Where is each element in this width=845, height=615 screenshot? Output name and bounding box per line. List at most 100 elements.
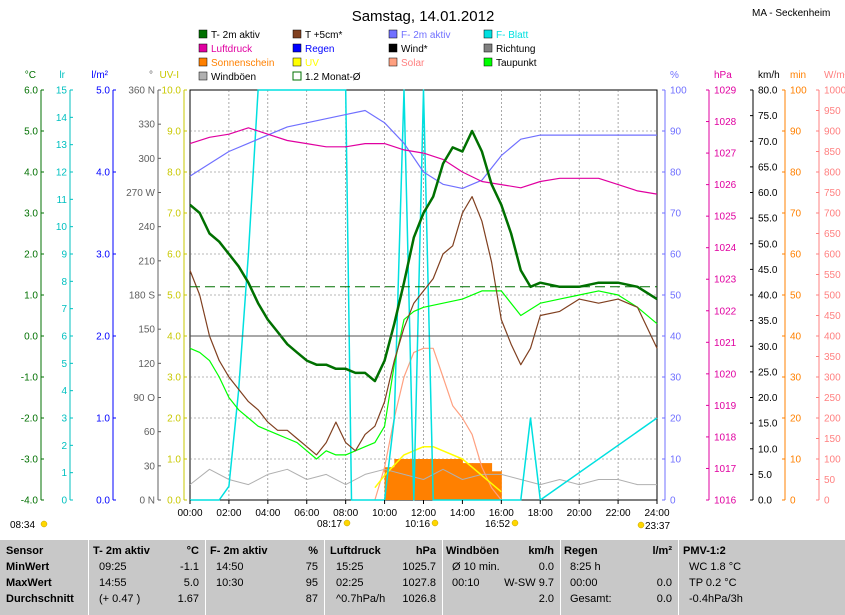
axis-tick-label: 950 bbox=[824, 106, 841, 117]
axis-tick-label: 5 bbox=[61, 359, 67, 370]
table-cell: TP 0.2 °C bbox=[689, 577, 737, 589]
axis-tick-label: 8 bbox=[61, 277, 67, 288]
table-cell: -0.4hPa/3h bbox=[689, 593, 743, 605]
axis-tick-label: 11 bbox=[57, 195, 68, 206]
axis-9: W/m²100095090085080075070065060055050045… bbox=[816, 70, 845, 507]
axis-tick-label: 200 bbox=[824, 414, 841, 425]
legend: T- 2m aktiv T +5cm* F- 2m aktiv F- Blatt Luf… bbox=[198, 29, 537, 83]
axis-tick-label: 800 bbox=[824, 168, 841, 179]
table-cell-value: 1025.7 bbox=[402, 561, 436, 573]
sun-event-label: 08:17 bbox=[317, 519, 342, 530]
legend-swatch bbox=[483, 57, 493, 67]
legend-item-sonnenschein: Sonnenschein bbox=[198, 57, 274, 69]
legend-item-uv: UV bbox=[292, 57, 319, 69]
axis-tick-label: 50 bbox=[670, 291, 682, 302]
axis-tick-label: 40 bbox=[670, 332, 682, 343]
axis-tick-label: 90 bbox=[670, 127, 682, 138]
axis-tick-label: 350 bbox=[824, 352, 841, 363]
legend-swatch bbox=[292, 71, 302, 81]
x-tick-label: 06:00 bbox=[294, 508, 319, 519]
table-header: T- 2m aktiv bbox=[93, 545, 150, 557]
sun-event: 08:34 bbox=[10, 520, 48, 531]
table-cell-value: W-SW 9.7 bbox=[504, 577, 554, 589]
legend-item-windboeen: Windböen bbox=[198, 71, 256, 83]
axis-tick-label: 40 bbox=[790, 332, 802, 343]
sun-event-label: 16:52 bbox=[485, 519, 510, 530]
sunshine-bar bbox=[481, 463, 493, 500]
table-cell: 10:30 bbox=[216, 577, 244, 589]
table-header: Luftdruck bbox=[330, 545, 381, 557]
axis-unit: ° bbox=[149, 70, 153, 81]
chart-title: Samstag, 14.01.2012 bbox=[352, 8, 495, 25]
axis-unit: l/m² bbox=[91, 70, 108, 81]
series-t-2m-aktiv bbox=[189, 129, 658, 383]
legend-item-luftdruck: Luftdruck bbox=[198, 43, 253, 55]
axis-tick-label: 30.0 bbox=[758, 342, 778, 353]
table-cell-value: 75 bbox=[305, 561, 318, 573]
table-cell: (+ 0.47 ) bbox=[99, 593, 141, 605]
axis-tick-label: 9.0 bbox=[167, 127, 181, 138]
table-cell-value: 87 bbox=[305, 593, 318, 605]
x-tick-label: 14:00 bbox=[450, 508, 475, 519]
axis-tick-label: 1.0 bbox=[167, 455, 181, 466]
axis-tick-label: 20 bbox=[670, 414, 682, 425]
axis-tick-label: 1029 bbox=[714, 86, 737, 97]
axis-tick-label: 1027 bbox=[714, 149, 737, 160]
axis-tick-label: 3.0 bbox=[96, 250, 110, 261]
axis-tick-label: 0 bbox=[790, 496, 796, 507]
x-tick-label: 02:00 bbox=[216, 508, 241, 519]
table-cell: WC 1.8 °C bbox=[689, 561, 742, 573]
legend-item-regen: Regen bbox=[292, 43, 334, 55]
table-row-label: MaxWert bbox=[6, 577, 52, 589]
axis-tick-label: 750 bbox=[824, 188, 841, 199]
axis-tick-label: 25.0 bbox=[758, 367, 778, 378]
x-tick-label: 00:00 bbox=[177, 508, 202, 519]
x-tick-label: 20:00 bbox=[567, 508, 592, 519]
legend-item-fblatt: F- Blatt bbox=[483, 29, 528, 41]
axis-unit: UV-I bbox=[160, 70, 179, 81]
axis-tick-label: 10 bbox=[56, 222, 68, 233]
axis-tick-label: 90 bbox=[790, 127, 802, 138]
axis-7: km/h 80.0 75.0 70.0 65.0 60.0 55.0 50.0 45.0 40.0… bbox=[750, 70, 780, 507]
axis-tick-label: 60.0 bbox=[758, 188, 778, 199]
legend-label: Regen bbox=[305, 44, 334, 55]
axis-tick-label: 180 S bbox=[129, 291, 155, 302]
table-cell-value: 0.0 bbox=[538, 561, 554, 573]
table-header-unit: °C bbox=[186, 545, 199, 557]
table-cell: 14:55 bbox=[99, 577, 127, 589]
axis-tick-label: 6.0 bbox=[167, 250, 181, 261]
series-solar bbox=[374, 347, 502, 501]
table-header: Windböen bbox=[446, 545, 500, 557]
legend-swatch bbox=[292, 43, 302, 53]
axis-tick-label: 120 bbox=[138, 359, 155, 370]
axis-tick-label: 3 bbox=[61, 414, 67, 425]
axis-tick-label: 1.0 bbox=[24, 291, 38, 302]
chart-bars bbox=[384, 459, 502, 500]
sun-icon bbox=[637, 521, 645, 529]
sun-event: 08:17 bbox=[317, 519, 351, 530]
axis-tick-label: 0 bbox=[670, 496, 676, 507]
x-tick-label: 08:00 bbox=[333, 508, 358, 519]
axis-tick-label: 80 bbox=[790, 168, 802, 179]
legend-swatch bbox=[292, 57, 302, 67]
axis-tick-label: 850 bbox=[824, 147, 841, 158]
table-header: F- 2m aktiv bbox=[210, 545, 268, 557]
table-divider bbox=[442, 540, 443, 615]
legend-label: UV bbox=[305, 58, 319, 69]
axis-tick-label: 300 bbox=[824, 373, 841, 384]
axis-tick-label: 300 bbox=[138, 154, 155, 165]
series-f-2m-aktiv bbox=[189, 109, 657, 189]
axis-tick-label: 1017 bbox=[714, 464, 737, 475]
table-cell: Gesamt: bbox=[570, 593, 612, 605]
axis-tick-label: 35.0 bbox=[758, 316, 778, 327]
axis-tick-label: 0.0 bbox=[167, 496, 181, 507]
axis-tick-label: 75.0 bbox=[758, 111, 778, 122]
x-tick-label: 18:00 bbox=[528, 508, 553, 519]
table-cell-value: 5.0 bbox=[183, 577, 199, 589]
axis-tick-label: 10 bbox=[670, 455, 682, 466]
axis-tick-label: 30 bbox=[144, 461, 156, 472]
axis-tick-label: 1 bbox=[61, 468, 67, 479]
axis-tick-label: 70.0 bbox=[758, 137, 778, 148]
table-header-unit: % bbox=[308, 545, 318, 557]
